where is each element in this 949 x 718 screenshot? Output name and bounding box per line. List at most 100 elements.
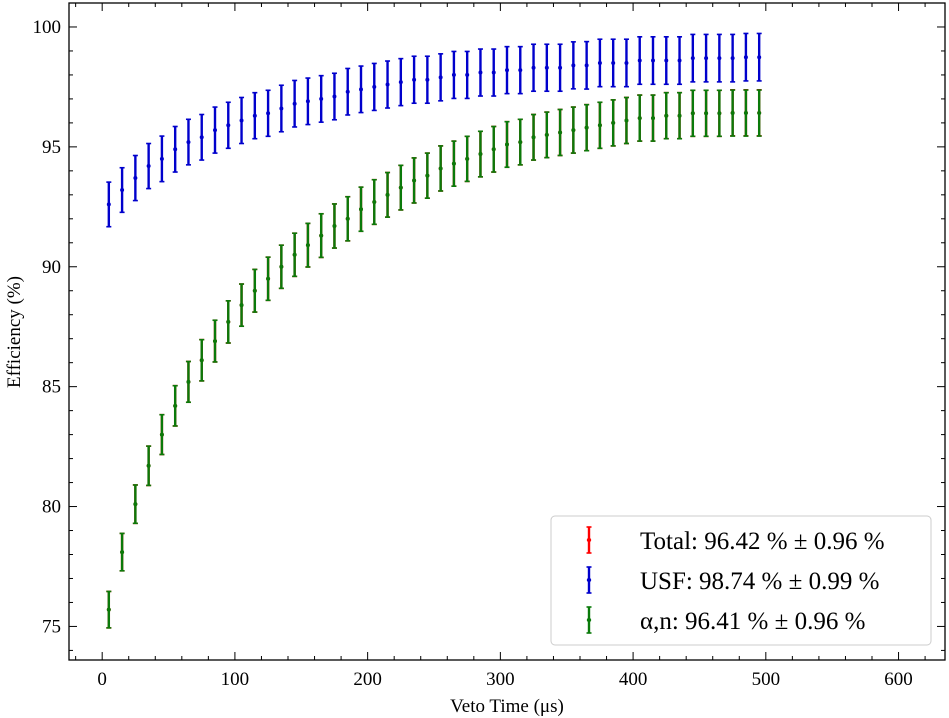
x-tick-label: 100: [221, 669, 250, 690]
data-point: [544, 65, 549, 70]
data-point: [425, 77, 430, 82]
data-point: [239, 303, 244, 308]
y-tick-label: 75: [42, 616, 61, 637]
data-point: [398, 185, 403, 190]
data-point: [611, 120, 616, 125]
data-point: [398, 80, 403, 85]
y-tick-label: 85: [42, 377, 61, 398]
x-tick-label: 0: [97, 669, 107, 690]
data-point: [213, 128, 217, 133]
data-point: [518, 68, 523, 73]
data-point: [571, 128, 576, 133]
data-point: [451, 72, 456, 77]
legend-frame: [550, 515, 932, 646]
legend-point: [586, 537, 592, 543]
data-point: [345, 89, 350, 94]
data-point: [199, 135, 204, 140]
data-point: [438, 75, 443, 80]
data-point: [518, 140, 523, 145]
data-point: [186, 379, 191, 384]
data-point: [279, 106, 284, 111]
data-point: [717, 56, 722, 61]
data-point: [173, 403, 178, 408]
x-axis-label: Veto Time (μs): [450, 696, 564, 717]
data-point: [558, 65, 563, 70]
data-point: [146, 164, 151, 169]
x-tick-label: 600: [884, 669, 913, 690]
data-point: [505, 142, 509, 147]
legend-marker-usf: [586, 566, 592, 594]
data-point: [465, 72, 470, 77]
data-point: [146, 463, 151, 468]
data-point: [133, 502, 138, 507]
data-point: [292, 252, 297, 257]
data-point: [584, 63, 589, 68]
data-point: [159, 156, 164, 161]
data-point: [637, 58, 642, 63]
data-point: [465, 156, 470, 161]
y-tick-label: 95: [42, 137, 61, 158]
data-point: [359, 87, 363, 92]
data-point: [305, 243, 310, 248]
data-point: [597, 60, 602, 65]
data-point: [292, 101, 297, 106]
data-point: [571, 63, 576, 68]
data-point: [133, 176, 138, 181]
data-point: [730, 56, 735, 61]
data-point: [677, 58, 682, 63]
legend-entry-usf: USF: 98.74 % ± 0.99 %: [640, 568, 879, 595]
data-point: [478, 70, 483, 75]
axis-ticks: [69, 2, 945, 660]
data-point: [106, 202, 111, 207]
data-point: [425, 173, 430, 178]
data-point: [597, 123, 602, 128]
x-tick-label: 400: [619, 669, 648, 690]
data-point: [664, 113, 669, 118]
data-point: [319, 233, 324, 238]
data-point: [544, 132, 549, 137]
data-point: [385, 82, 390, 87]
legend-marker-total: [586, 526, 592, 554]
data-point: [478, 152, 483, 157]
data-point: [173, 147, 178, 152]
data-point: [120, 188, 125, 193]
data-point: [266, 111, 271, 116]
data-point: [226, 123, 231, 128]
data-point: [690, 111, 695, 116]
data-point: [359, 207, 363, 212]
data-point: [226, 319, 231, 324]
legend-marker-alpha-n: [586, 606, 592, 634]
data-point: [305, 99, 310, 104]
data-point: [213, 339, 217, 344]
y-tick-label: 100: [33, 17, 62, 38]
data-point: [412, 77, 417, 82]
data-point: [651, 116, 655, 121]
data-point: [372, 84, 377, 89]
x-tick-label: 200: [353, 669, 382, 690]
series-alpha-n: [106, 89, 762, 629]
data-point: [730, 111, 735, 116]
data-point: [611, 60, 616, 65]
y-tick-label: 90: [42, 257, 61, 278]
data-point: [120, 550, 125, 555]
data-point: [757, 55, 762, 60]
x-tick-label: 500: [752, 669, 781, 690]
data-point: [651, 58, 655, 63]
data-point: [332, 94, 337, 99]
data-point: [704, 56, 709, 61]
data-point: [491, 70, 496, 75]
plot-frame: [68, 2, 946, 661]
data-point: [637, 116, 642, 121]
data-point: [266, 276, 271, 281]
data-point: [505, 68, 509, 73]
data-point: [345, 216, 350, 221]
legend-point: [586, 577, 592, 583]
data-point: [372, 200, 377, 205]
legend-entry-alpha-n: α,n: 96.41 % ± 0.96 %: [640, 608, 865, 635]
data-point: [451, 161, 456, 166]
data-point: [186, 140, 191, 145]
data-point: [332, 223, 337, 228]
data-point: [199, 358, 204, 363]
data-point: [385, 192, 390, 197]
